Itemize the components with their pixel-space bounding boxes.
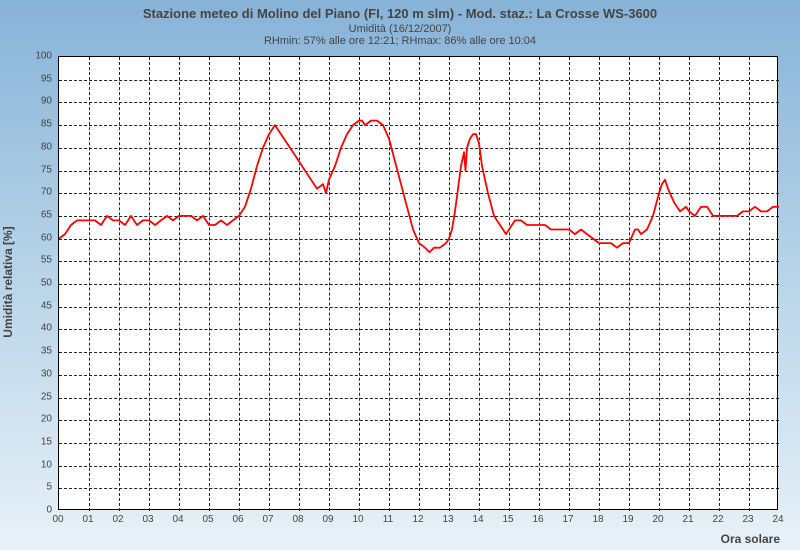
y-tick-label: 0 <box>22 505 52 516</box>
x-tick-label: 03 <box>142 514 153 525</box>
x-axis-label: Ora solare <box>721 532 780 546</box>
y-tick-label: 55 <box>22 255 52 266</box>
x-tick-label: 09 <box>322 514 333 525</box>
x-tick-label: 17 <box>562 514 573 525</box>
y-tick-label: 90 <box>22 96 52 107</box>
plot-area <box>58 56 778 510</box>
y-tick-label: 70 <box>22 187 52 198</box>
x-tick-label: 10 <box>352 514 363 525</box>
x-tick-label: 12 <box>412 514 423 525</box>
y-tick-label: 40 <box>22 323 52 334</box>
x-tick-label: 04 <box>172 514 183 525</box>
y-tick-label: 50 <box>22 278 52 289</box>
chart-title: Stazione meteo di Molino del Piano (FI, … <box>0 6 800 21</box>
x-tick-label: 08 <box>292 514 303 525</box>
chart-subtitle2: RHmin: 57% alle ore 12:21; RHmax: 86% al… <box>0 35 800 47</box>
y-tick-label: 35 <box>22 346 52 357</box>
y-tick-label: 5 <box>22 482 52 493</box>
x-tick-label: 16 <box>532 514 543 525</box>
x-tick-label: 23 <box>742 514 753 525</box>
x-tick-label: 07 <box>262 514 273 525</box>
x-tick-label: 11 <box>383 514 393 525</box>
x-tick-label: 06 <box>232 514 243 525</box>
y-tick-label: 10 <box>22 459 52 470</box>
x-tick-label: 13 <box>442 514 453 525</box>
x-tick-label: 21 <box>682 514 693 525</box>
y-tick-label: 75 <box>22 164 52 175</box>
y-tick-label: 80 <box>22 141 52 152</box>
x-tick-label: 01 <box>82 514 93 525</box>
x-tick-label: 00 <box>52 514 63 525</box>
chart-header: Stazione meteo di Molino del Piano (FI, … <box>0 0 800 47</box>
y-tick-label: 60 <box>22 232 52 243</box>
y-tick-label: 15 <box>22 436 52 447</box>
humidity-line <box>59 57 779 511</box>
x-tick-label: 18 <box>592 514 603 525</box>
y-tick-label: 100 <box>22 51 52 62</box>
x-tick-label: 02 <box>112 514 123 525</box>
x-tick-label: 20 <box>652 514 663 525</box>
x-tick-label: 14 <box>472 514 483 525</box>
y-tick-label: 85 <box>22 119 52 130</box>
chart-container: 0510152025303540455055606570758085909510… <box>58 56 778 510</box>
y-tick-label: 95 <box>22 73 52 84</box>
x-tick-label: 22 <box>712 514 723 525</box>
y-tick-label: 30 <box>22 368 52 379</box>
x-tick-label: 19 <box>622 514 633 525</box>
y-tick-label: 25 <box>22 391 52 402</box>
x-tick-label: 05 <box>202 514 213 525</box>
y-axis-label: Umidità relativa [%] <box>1 226 15 337</box>
y-tick-label: 65 <box>22 209 52 220</box>
y-tick-label: 20 <box>22 414 52 425</box>
x-tick-label: 24 <box>772 514 783 525</box>
chart-subtitle: Umidità (16/12/2007) <box>0 23 800 35</box>
y-tick-label: 45 <box>22 300 52 311</box>
x-tick-label: 15 <box>502 514 513 525</box>
